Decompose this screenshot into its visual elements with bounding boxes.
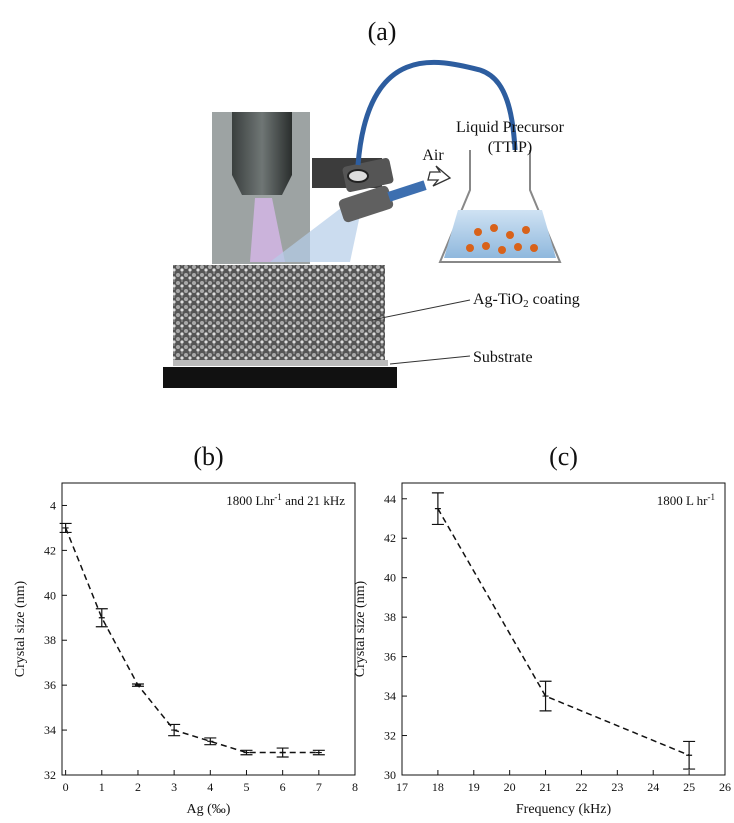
- y-tick-label: 38: [384, 610, 396, 624]
- label: Ag-TiO: [473, 291, 523, 308]
- y-tick-label: 34: [384, 689, 396, 703]
- x-tick-label: 3: [171, 780, 177, 794]
- x-axis-label: Ag (‰): [187, 802, 231, 817]
- substrate-layer: [173, 360, 388, 366]
- leader: [389, 355, 471, 365]
- label: 2: [523, 298, 529, 310]
- y-tick-label: 30: [384, 768, 396, 782]
- sem-image: [173, 265, 385, 360]
- y-tick-label: 4: [50, 498, 56, 512]
- spray: [270, 205, 360, 262]
- x-tick-label: 26: [719, 780, 731, 794]
- x-tick-label: 23: [611, 780, 623, 794]
- air-tube: [387, 180, 427, 202]
- y-tick-label: 38: [44, 633, 56, 647]
- y-axis-label: Crystal size (nm): [353, 580, 368, 677]
- plasma: [250, 198, 285, 262]
- x-tick-label: 2: [135, 780, 141, 794]
- error-bar: [168, 723, 181, 737]
- label: Ag-TiO2 coating: [473, 291, 580, 310]
- error-bar: [312, 749, 325, 756]
- y-tick-label: 34: [44, 723, 56, 737]
- x-tick-label: 22: [575, 780, 587, 794]
- x-axis-label: Frequency (kHz): [516, 802, 612, 817]
- particles: [466, 224, 538, 254]
- chart-title: (c): [549, 442, 578, 471]
- annotation: -1: [274, 492, 282, 502]
- label: Liquid Precursor: [456, 119, 565, 136]
- annotation: -1: [708, 492, 716, 502]
- substrate-block: [163, 367, 397, 388]
- air-arrow: [427, 165, 452, 187]
- plot-frame: [61, 482, 356, 776]
- precursor-tube: [355, 59, 519, 241]
- error-bar: [240, 749, 253, 756]
- data-line: [437, 508, 690, 756]
- label: Substrate: [473, 349, 533, 366]
- y-tick-label: 44: [384, 492, 396, 506]
- x-tick-label: 18: [432, 780, 444, 794]
- y-tick-label: 40: [384, 571, 396, 585]
- atomizer: [338, 185, 394, 223]
- label: Air: [422, 147, 444, 164]
- data-line: [64, 527, 319, 754]
- y-tick-label: 36: [44, 678, 56, 692]
- label: coating: [529, 291, 580, 308]
- chart-title: (b): [193, 442, 223, 471]
- panel-label: (a): [368, 17, 397, 46]
- error-bar: [95, 608, 108, 628]
- leader: [371, 299, 471, 321]
- x-tick-label: 6: [280, 780, 286, 794]
- label: (TTIP): [488, 139, 532, 156]
- x-tick-label: 1: [99, 780, 105, 794]
- y-tick-label: 36: [384, 650, 396, 664]
- y-tick-label: 42: [44, 543, 56, 557]
- x-tick-label: 17: [396, 780, 408, 794]
- x-tick-label: 4: [207, 780, 213, 794]
- orifice: [347, 169, 369, 183]
- error-bar: [59, 522, 72, 534]
- nozzle: [232, 112, 292, 195]
- error-bar: [204, 737, 217, 746]
- error-bar: [131, 683, 144, 687]
- y-axis-label: Crystal size (nm): [13, 580, 28, 677]
- error-bar: [431, 492, 444, 526]
- x-tick-label: 21: [540, 780, 552, 794]
- x-tick-label: 25: [683, 780, 695, 794]
- error-bar: [683, 740, 696, 770]
- diagram: Liquid Precursor (TTIP) Air Ag-TiO2 coat…: [163, 59, 580, 388]
- annotation: 1800 L hr: [657, 493, 708, 508]
- x-tick-label: 8: [352, 780, 358, 794]
- x-tick-label: 0: [63, 780, 69, 794]
- x-tick-label: 19: [468, 780, 480, 794]
- annotation: and 21 kHz: [282, 493, 345, 508]
- annotation: 1800 Lhr: [226, 493, 275, 508]
- annotation: 1800 L hr-1: [657, 492, 715, 508]
- x-tick-label: 24: [647, 780, 659, 794]
- y-tick-label: 40: [44, 588, 56, 602]
- y-tick-label: 42: [384, 531, 396, 545]
- x-tick-label: 7: [316, 780, 322, 794]
- y-tick-label: 32: [384, 729, 396, 743]
- x-tick-label: 20: [504, 780, 516, 794]
- error-bar: [539, 680, 552, 712]
- annotation: 1800 Lhr-1 and 21 kHz: [226, 492, 345, 508]
- x-tick-label: 5: [243, 780, 249, 794]
- error-bar: [276, 747, 289, 758]
- plot-frame: [401, 482, 726, 776]
- y-tick-label: 32: [44, 768, 56, 782]
